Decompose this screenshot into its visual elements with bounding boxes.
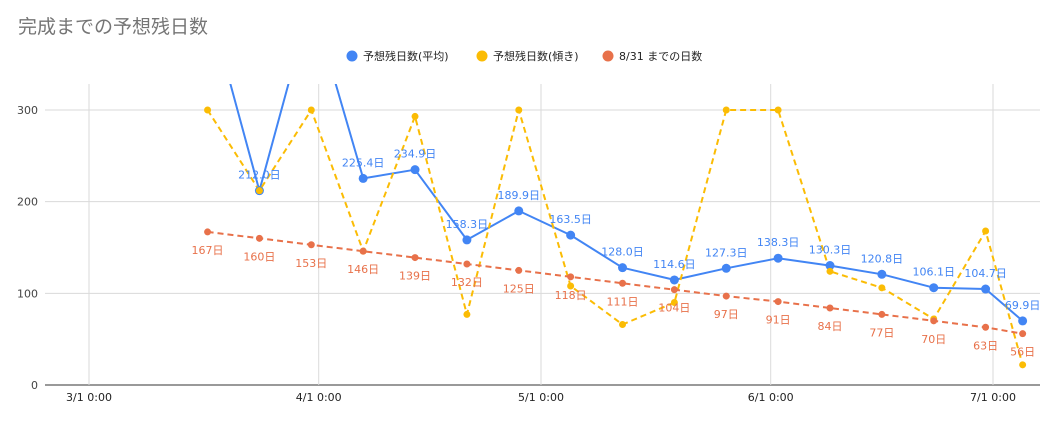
- data-point: [1018, 316, 1028, 326]
- data-label: 104日: [658, 302, 690, 315]
- data-label: 160日: [243, 250, 275, 263]
- y-tick-label: 100: [17, 287, 38, 300]
- series-line: [206, 109, 1024, 366]
- data-point: [774, 106, 782, 114]
- legend-marker: [346, 50, 358, 62]
- data-point: [255, 187, 263, 195]
- data-label: 77日: [869, 326, 894, 339]
- data-point: [826, 267, 834, 275]
- data-point: [825, 261, 835, 271]
- data-point: [773, 253, 783, 263]
- data-point: [204, 106, 212, 114]
- data-label: 69.9日: [1005, 299, 1041, 312]
- data-point: [619, 321, 627, 328]
- x-tick-label: 5/1 0:00: [518, 391, 564, 404]
- data-point: [359, 247, 367, 255]
- legend-label: 8/31 までの日数: [619, 50, 702, 63]
- data-label: 234.9日: [394, 148, 437, 161]
- x-tick-label: 4/1 0:00: [296, 391, 342, 404]
- data-point: [669, 275, 679, 285]
- data-point: [618, 263, 628, 273]
- data-label: 132日: [451, 276, 483, 289]
- data-label: 189.9日: [498, 189, 541, 202]
- data-label: 225.4日: [342, 156, 385, 169]
- data-point: [929, 283, 939, 293]
- data-label: 70日: [921, 333, 946, 346]
- data-point: [877, 269, 887, 279]
- data-label: 163.5日: [549, 213, 592, 226]
- data-point: [411, 254, 419, 262]
- legend-marker: [476, 50, 488, 62]
- data-point: [567, 273, 575, 281]
- data-label: 97日: [714, 308, 739, 321]
- y-tick-label: 200: [17, 196, 38, 209]
- data-point: [619, 279, 627, 287]
- data-label: 114.6日: [653, 258, 696, 271]
- data-point: [982, 227, 990, 235]
- data-point: [358, 173, 368, 183]
- data-point: [307, 106, 315, 114]
- data-point: [826, 304, 834, 312]
- data-point: [463, 310, 471, 318]
- data-point: [878, 284, 886, 292]
- legend-marker: [602, 50, 614, 62]
- data-point: [567, 282, 575, 290]
- data-label: 120.8日: [861, 252, 904, 265]
- x-tick-label: 3/1 0:00: [66, 391, 112, 404]
- data-point: [204, 228, 212, 236]
- data-point: [566, 230, 576, 240]
- data-label: 167日: [192, 244, 224, 257]
- chart-title: 完成までの予想残日数: [18, 16, 209, 38]
- data-point: [722, 106, 730, 114]
- data-label: 130.3日: [809, 244, 852, 257]
- data-point: [878, 310, 886, 318]
- data-label: 153日: [295, 257, 327, 270]
- data-label: 106.1日: [912, 266, 955, 279]
- data-label: 104.7日: [964, 267, 1007, 280]
- data-label: 63日: [973, 339, 998, 352]
- data-label: 146日: [347, 263, 379, 276]
- data-point: [930, 317, 938, 325]
- data-label: 111日: [607, 295, 639, 308]
- legend-label: 予想残日数(傾き): [493, 49, 579, 63]
- data-label: 56日: [1010, 346, 1035, 359]
- data-label: 118日: [555, 289, 587, 302]
- data-point: [307, 241, 315, 249]
- data-point: [670, 299, 678, 306]
- data-point: [722, 292, 730, 300]
- y-tick-label: 0: [31, 379, 38, 392]
- data-label: 212.0日: [238, 169, 281, 182]
- data-label: 158.3日: [446, 218, 489, 231]
- y-tick-label: 300: [17, 104, 38, 117]
- data-label: 91日: [766, 314, 791, 327]
- data-label: 125日: [503, 282, 535, 295]
- x-tick-label: 7/1 0:00: [970, 391, 1016, 404]
- x-tick-label: 6/1 0:00: [748, 391, 794, 404]
- data-point: [670, 286, 678, 294]
- data-point: [1019, 330, 1027, 338]
- data-point: [462, 235, 472, 245]
- data-point: [515, 106, 523, 114]
- data-label: 84日: [817, 320, 842, 333]
- data-point: [1019, 361, 1027, 369]
- data-point: [514, 206, 524, 216]
- data-point: [411, 112, 419, 120]
- data-point: [463, 260, 471, 268]
- data-point: [721, 263, 731, 273]
- legend-label: 予想残日数(平均): [363, 49, 449, 63]
- data-point: [774, 298, 782, 306]
- data-point: [515, 266, 523, 274]
- data-point: [410, 165, 420, 175]
- data-point: [982, 323, 990, 331]
- data-label: 127.3日: [705, 246, 748, 259]
- data-label: 139日: [399, 270, 431, 283]
- data-label: 128.0日: [601, 246, 644, 259]
- data-label: 138.3日: [757, 236, 800, 249]
- data-point: [255, 234, 263, 242]
- data-point: [981, 284, 991, 294]
